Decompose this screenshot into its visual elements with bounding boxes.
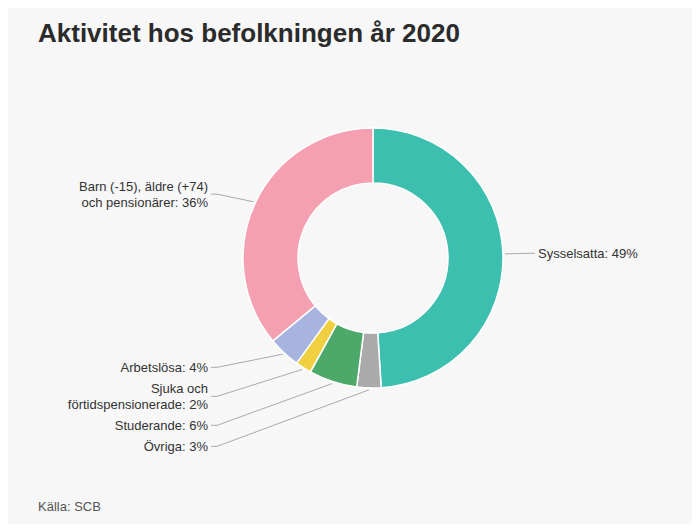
svg-text:Sjuka ochförtidspensionerade:: Sjuka ochförtidspensionerade: 2% [68, 381, 209, 412]
svg-text:Studerande: 6%: Studerande: 6% [115, 418, 209, 433]
svg-text:Arbetslösa: 4%: Arbetslösa: 4% [121, 360, 209, 375]
html-text:Källa: SCB: Källa: SCB [38, 499, 101, 514]
html-text:Aktivitet hos befolkningen år: Aktivitet hos befolkningen år 2020 [38, 18, 460, 48]
svg-text:Övriga: 3%: Övriga: 3% [144, 439, 209, 454]
svg-text:Barn (-15), äldre (+74)och pen: Barn (-15), äldre (+74)och pensionärer: … [79, 179, 208, 210]
svg-text:Sysselsatta: 49%: Sysselsatta: 49% [538, 246, 638, 261]
